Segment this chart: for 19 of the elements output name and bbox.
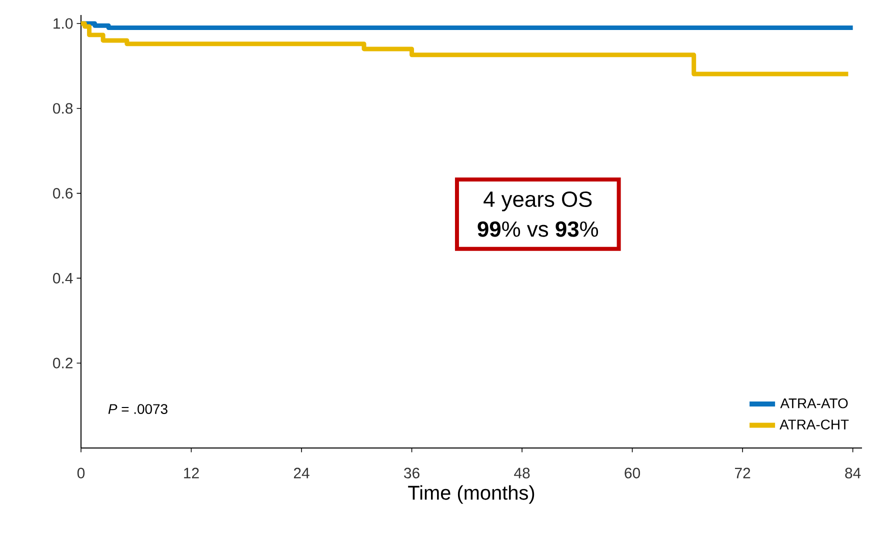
x-tick-label: 72	[735, 468, 750, 478]
legend-label: ATRA-CHT	[780, 420, 849, 430]
y-tick-label: 1.0	[54, 18, 73, 29]
x-tick-label: 60	[624, 468, 640, 478]
x-tick-label: 12	[184, 468, 199, 478]
annotation: P = .0073	[108, 404, 168, 414]
x-tick-label: 36	[404, 468, 420, 478]
x-tick-label: 0	[77, 468, 85, 478]
y-tick-label: 0.4	[53, 272, 73, 284]
x-tick-label: 84	[845, 468, 861, 478]
y-tick-label: 0.6	[53, 188, 73, 199]
x-axis-title: Time (months)	[408, 485, 534, 504]
x-tick-label: 48	[514, 468, 530, 478]
y-tick-label: 0.8	[53, 103, 73, 114]
legend-label: ATRA-ATO	[780, 398, 848, 408]
annotation: 4 years OS	[484, 191, 592, 212]
y-tick-label: 0.2	[53, 358, 72, 368]
x-tick-label: 24	[294, 468, 310, 478]
annotation: 99% vs 93%	[478, 221, 598, 237]
